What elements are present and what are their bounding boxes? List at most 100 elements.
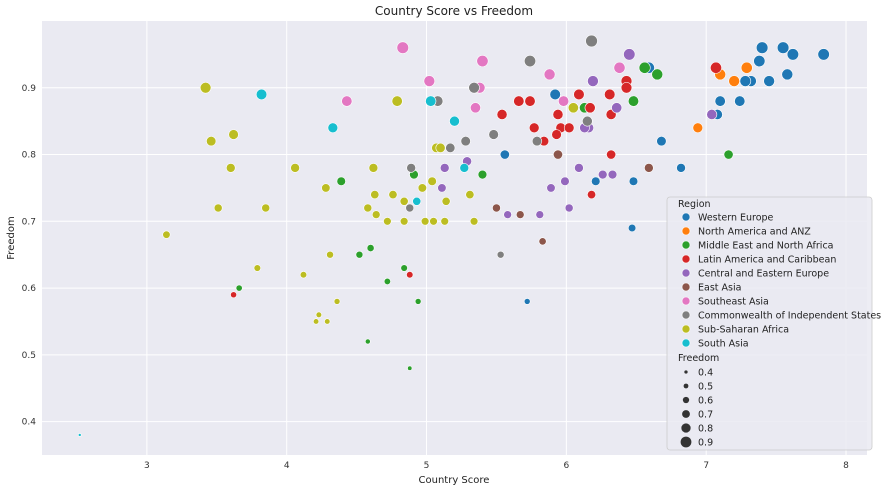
data-point xyxy=(549,88,561,101)
data-point xyxy=(651,68,664,81)
legend-label: Sub-Saharan Africa xyxy=(698,325,789,336)
data-point xyxy=(228,129,239,140)
data-point xyxy=(405,203,415,213)
data-point xyxy=(370,190,380,200)
data-point xyxy=(459,163,470,173)
data-point xyxy=(440,217,449,226)
legend-marker xyxy=(681,212,691,222)
legend-region-title: Region xyxy=(678,199,711,210)
data-point xyxy=(734,95,746,107)
data-point xyxy=(628,176,639,186)
data-point xyxy=(597,169,608,180)
data-point xyxy=(623,48,636,61)
data-point xyxy=(417,183,427,193)
data-point xyxy=(324,318,331,325)
data-point xyxy=(755,41,769,54)
legend-marker xyxy=(681,324,691,334)
data-point xyxy=(437,183,447,193)
x-tick-labels: 3 4 5 6 7 8 xyxy=(144,461,849,471)
data-point xyxy=(587,190,597,200)
data-point xyxy=(355,250,364,259)
data-point xyxy=(364,338,371,345)
data-point xyxy=(585,34,598,48)
data-point xyxy=(206,136,217,147)
data-point xyxy=(439,163,450,173)
data-point xyxy=(638,61,651,74)
data-point xyxy=(315,311,323,318)
data-point xyxy=(420,217,430,226)
data-point xyxy=(425,95,437,107)
legend-label: North America and ANZ xyxy=(698,227,811,238)
data-point xyxy=(469,102,481,114)
y-tick-label: 0.4 xyxy=(22,418,37,428)
x-tick-label: 7 xyxy=(703,461,709,471)
x-axis-label: Country Score xyxy=(419,475,490,486)
data-point xyxy=(499,149,510,160)
data-point xyxy=(714,95,726,107)
data-point xyxy=(230,291,237,299)
data-point xyxy=(753,55,766,68)
legend-size-marker xyxy=(682,396,690,404)
legend-label: Commonwealth of Independent States xyxy=(698,311,881,322)
data-point xyxy=(513,95,525,107)
data-point xyxy=(535,210,545,219)
data-point xyxy=(492,203,501,213)
y-tick-label: 0.5 xyxy=(22,351,36,361)
data-point xyxy=(383,217,392,226)
legend-label: Latin America and Caribbean xyxy=(698,255,836,266)
data-point xyxy=(620,82,633,94)
data-point xyxy=(706,109,718,120)
data-point xyxy=(656,136,667,147)
data-point xyxy=(399,196,409,206)
data-point xyxy=(739,75,752,87)
data-point xyxy=(162,230,171,239)
legend: Region Western Europe North America and A… xyxy=(666,196,881,451)
data-point xyxy=(558,95,570,107)
y-tick-label: 0.8 xyxy=(22,151,37,161)
y-tick-label: 0.9 xyxy=(22,84,37,94)
data-point xyxy=(496,109,508,120)
data-point xyxy=(567,102,579,114)
legend-region-entries: Western Europe North America and ANZ Middl… xyxy=(681,212,881,350)
data-point xyxy=(363,203,373,213)
data-point xyxy=(388,190,398,200)
data-point xyxy=(728,75,740,87)
legend-size-label: 0.5 xyxy=(698,382,713,393)
data-point xyxy=(341,95,353,107)
data-point xyxy=(563,122,575,134)
data-point xyxy=(321,183,331,193)
data-point xyxy=(414,298,422,305)
y-tick-label: 0.7 xyxy=(22,217,36,227)
legend-marker xyxy=(681,226,691,236)
data-point xyxy=(253,264,262,272)
data-point xyxy=(366,244,375,252)
data-point xyxy=(692,122,704,134)
legend-label: Middle East and North Africa xyxy=(698,241,834,252)
legend-size-marker xyxy=(684,370,688,374)
data-point xyxy=(396,41,409,54)
data-point xyxy=(423,75,436,87)
data-point xyxy=(213,203,223,213)
data-point xyxy=(326,250,334,259)
data-point xyxy=(776,41,790,54)
data-point xyxy=(564,203,574,213)
x-tick-label: 3 xyxy=(144,461,150,471)
legend-label: Western Europe xyxy=(698,213,774,224)
legend-size-marker xyxy=(680,436,692,448)
legend-marker xyxy=(681,296,691,306)
data-point xyxy=(574,163,584,173)
legend-label: South Asia xyxy=(698,339,749,350)
data-point xyxy=(435,142,446,153)
data-point xyxy=(449,115,460,127)
data-points xyxy=(77,34,830,437)
data-point xyxy=(560,176,570,186)
data-point xyxy=(591,176,601,186)
data-point xyxy=(391,95,403,107)
data-point xyxy=(546,183,556,193)
legend-size-entries: 0.4 0.5 0.6 0.7 0.8 0.9 xyxy=(680,368,713,449)
data-point xyxy=(786,48,799,61)
y-axis-label: Freedom xyxy=(6,216,17,259)
x-tick-label: 6 xyxy=(563,461,569,471)
data-point xyxy=(528,122,540,134)
data-point xyxy=(627,223,637,233)
